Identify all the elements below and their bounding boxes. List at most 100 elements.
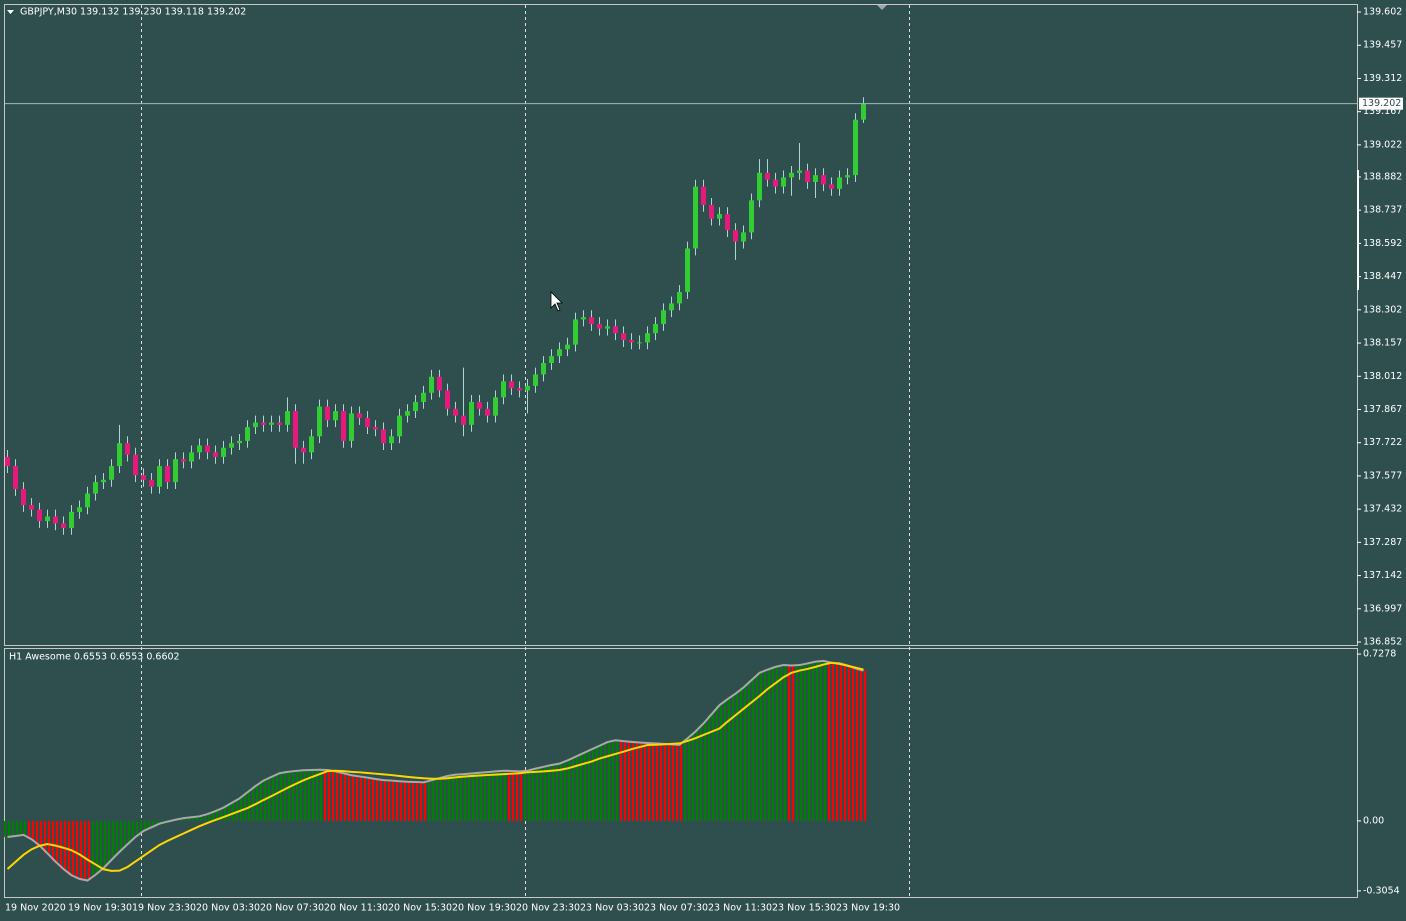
- histogram-bar: [140, 820, 142, 831]
- candle-body: [205, 445, 210, 453]
- histogram-bar: [712, 714, 714, 821]
- candle-body: [501, 381, 506, 398]
- histogram-bar: [276, 773, 278, 821]
- histogram-bar: [64, 820, 66, 870]
- histogram-bar: [320, 769, 322, 821]
- histogram-bar: [524, 770, 526, 821]
- histogram-bar: [68, 820, 70, 876]
- y-tick-label: 0.7278: [1363, 649, 1396, 660]
- histogram-bar: [124, 820, 126, 845]
- histogram-bar: [508, 770, 510, 821]
- histogram-bar: [824, 660, 826, 821]
- y-tick-label: 138.447: [1363, 271, 1402, 282]
- histogram-bar: [72, 820, 74, 876]
- histogram-bar: [204, 814, 206, 821]
- histogram-bar: [192, 817, 194, 821]
- candle-body: [549, 356, 554, 363]
- candle-body: [605, 326, 610, 329]
- histogram-bar: [844, 665, 846, 821]
- candle-body: [197, 445, 202, 453]
- histogram-bar: [92, 820, 94, 875]
- histogram-bar: [440, 778, 442, 821]
- histogram-bar: [708, 714, 710, 821]
- candle-body: [829, 184, 834, 189]
- histogram-bar: [56, 820, 58, 862]
- candle-body: [469, 401, 474, 425]
- histogram-bar: [796, 665, 798, 821]
- candle-body: [293, 411, 298, 448]
- candle-body: [253, 422, 258, 428]
- histogram-bar: [152, 820, 154, 828]
- candle-body: [229, 443, 234, 448]
- histogram-bar: [564, 760, 566, 821]
- histogram-bar: [744, 687, 746, 821]
- x-tick-label: 20 Nov 23:30: [516, 903, 580, 914]
- y-tick-label: 138.302: [1363, 304, 1402, 315]
- histogram-bar: [820, 660, 822, 821]
- y-tick-label: 138.157: [1363, 338, 1402, 349]
- histogram-bar: [16, 820, 18, 837]
- histogram-bar: [460, 774, 462, 821]
- histogram-bar: [584, 753, 586, 821]
- y-tick-label: 139.167: [1363, 106, 1402, 117]
- shift-marker: [877, 5, 887, 10]
- histogram-bar: [644, 742, 646, 821]
- y-tick-label: 137.142: [1363, 570, 1402, 581]
- candle-body: [725, 214, 730, 231]
- menu-triangle: [7, 10, 14, 14]
- histogram-bar: [12, 820, 14, 837]
- histogram-bar: [516, 771, 518, 821]
- histogram-bar: [300, 770, 302, 821]
- histogram-bar: [532, 768, 534, 821]
- candle-body: [733, 230, 738, 242]
- histogram-bar: [424, 782, 426, 821]
- candle-body: [21, 488, 26, 506]
- histogram-bar: [720, 705, 722, 821]
- histogram-bar: [264, 780, 266, 821]
- histogram-bar: [464, 774, 466, 821]
- y-tick-label: -0.3054: [1363, 885, 1400, 896]
- histogram-bar: [392, 780, 394, 821]
- x-tick-label: 19 Nov 19:30: [68, 903, 132, 914]
- histogram-bar: [396, 781, 398, 821]
- candle-body: [301, 447, 306, 453]
- histogram-bar: [208, 814, 210, 821]
- histogram-bar: [704, 723, 706, 821]
- candle-body: [269, 422, 274, 425]
- y-tick-label: 138.882: [1363, 171, 1402, 182]
- histogram-bar: [596, 745, 598, 821]
- histogram-bar: [620, 741, 622, 821]
- histogram-bar: [32, 820, 34, 840]
- chart-title: GBPJPY,M30 139.132 139.230 139.118 139.2…: [20, 7, 246, 18]
- marks: 139.602 139.457 139.312 139.167 139.022 138.8…: [4, 7, 1403, 914]
- histogram-bar: [408, 781, 410, 821]
- y-tick-label: 136.852: [1363, 637, 1402, 648]
- y-tick-label: 138.592: [1363, 238, 1402, 249]
- histogram-bar: [360, 776, 362, 821]
- histogram-bar: [468, 773, 470, 821]
- candle-body: [85, 493, 90, 508]
- candle-body: [685, 248, 690, 292]
- histogram-bar: [700, 723, 702, 821]
- histogram-bar: [116, 820, 118, 852]
- histogram-bar: [536, 768, 538, 821]
- candle-body: [845, 175, 850, 178]
- histogram-bar: [48, 820, 50, 854]
- histogram-bar: [544, 766, 546, 821]
- histogram-bar: [380, 780, 382, 821]
- histogram-bar: [316, 769, 318, 821]
- histogram-bar: [600, 745, 602, 821]
- histogram-bar: [436, 778, 438, 821]
- x-tick-label: 20 Nov 03:30: [196, 903, 260, 914]
- candle-body: [853, 119, 858, 176]
- candle-body: [565, 344, 570, 350]
- candle-body: [309, 436, 314, 453]
- candle-body: [325, 406, 330, 421]
- candle-body: [5, 456, 10, 467]
- candle-body: [373, 427, 378, 430]
- candle-body: [429, 376, 434, 393]
- histogram-bar: [60, 820, 62, 870]
- candle-body: [621, 333, 626, 341]
- candle-body: [717, 214, 722, 219]
